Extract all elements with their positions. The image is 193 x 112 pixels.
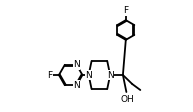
- Text: F: F: [123, 6, 128, 15]
- Text: N: N: [107, 70, 113, 80]
- Text: N: N: [73, 60, 80, 69]
- Text: OH: OH: [120, 95, 134, 104]
- Text: F: F: [47, 70, 52, 80]
- Text: N: N: [73, 81, 80, 90]
- Text: N: N: [85, 70, 92, 80]
